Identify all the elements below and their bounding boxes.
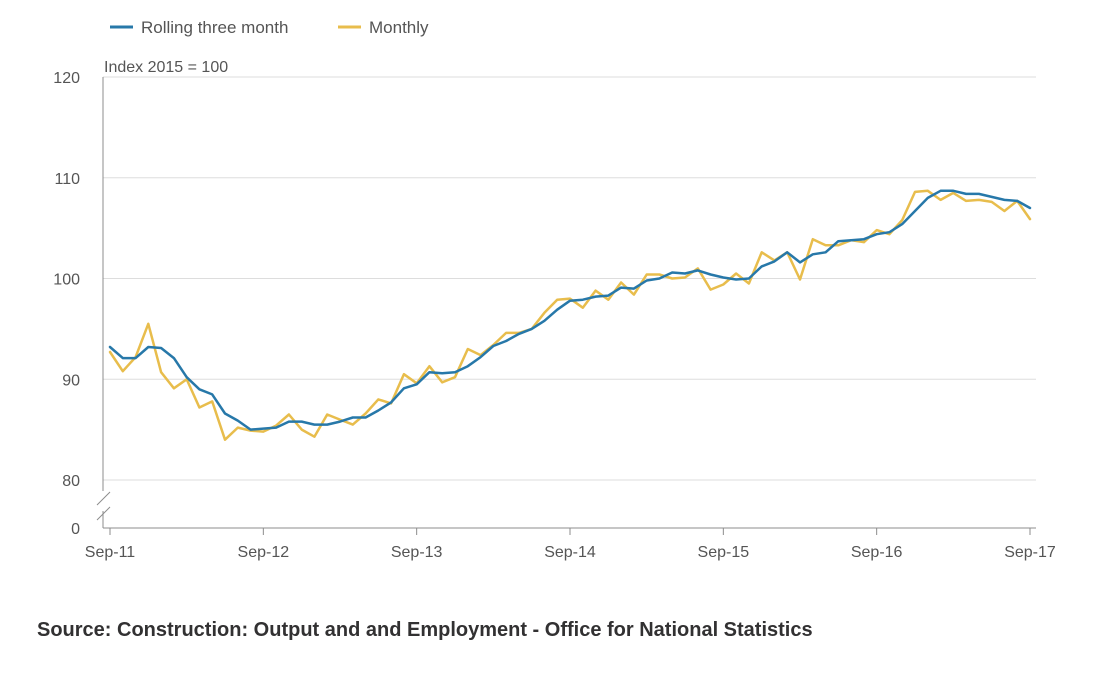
y-tick-label: 90: [62, 372, 80, 389]
x-tick-label: Sep-12: [238, 544, 290, 561]
y-axis-break-marker: [96, 491, 111, 521]
legend-item-monthly[interactable]: Monthly: [338, 18, 429, 37]
y-axis-tick-labels: 120 110 100 90 80 0: [53, 70, 80, 538]
x-tick-label: Sep-17: [1004, 544, 1056, 561]
x-tick-label: Sep-16: [851, 544, 903, 561]
legend-item-rolling-three-month[interactable]: Rolling three month: [110, 18, 288, 37]
y-axis-unit-label: Index 2015 = 100: [104, 59, 228, 76]
line-chart: Rolling three month Monthly Index 2015 =…: [53, 18, 1056, 561]
x-axis-ticks: Sep-11 Sep-12 Sep-13 Sep-14 Sep-15 Sep-16 Sep-…: [85, 528, 1056, 561]
legend-label-monthly: Monthly: [369, 18, 429, 37]
y-tick-label: 80: [62, 473, 80, 490]
legend-label-rolling-three-month: Rolling three month: [141, 18, 288, 37]
x-tick-label: Sep-11: [85, 544, 136, 561]
legend: Rolling three month Monthly: [110, 18, 429, 37]
y-tick-label: 110: [54, 171, 80, 188]
y-tick-label: 0: [71, 521, 80, 538]
y-tick-label: 100: [53, 272, 80, 289]
gridlines: [103, 76, 1036, 481]
series-line-monthly: [108, 189, 1032, 441]
x-tick-label: Sep-13: [391, 544, 443, 561]
x-tick-label: Sep-15: [698, 544, 750, 561]
x-tick-label: Sep-14: [544, 544, 596, 561]
series-line-rolling-three-month: [108, 189, 1032, 431]
source-note: Source: Construction: Output and and Emp…: [37, 619, 813, 641]
series-lines: [108, 189, 1032, 441]
y-tick-label: 120: [53, 70, 80, 87]
